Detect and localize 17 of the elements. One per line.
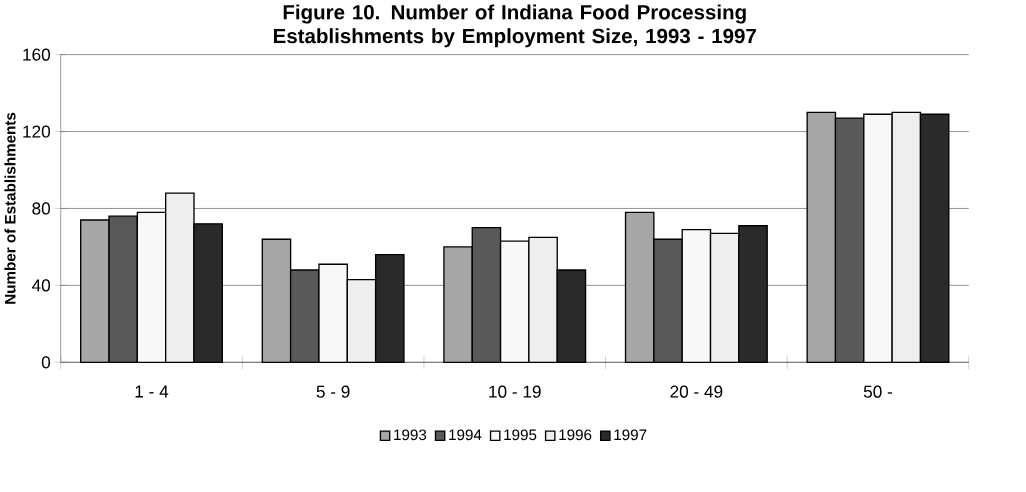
x-tick-label: 1 - 4 [135, 385, 169, 398]
legend-label: 1994 [449, 429, 482, 441]
x-tick-label: 10 - 19 [489, 385, 541, 398]
y-axis-title: Number of Establishments [4, 112, 16, 304]
legend-label: 1995 [504, 429, 537, 441]
x-tick-label: 5 - 9 [316, 385, 350, 398]
y-tick-label: 40 [31, 279, 51, 292]
legend-label: 1993 [394, 429, 427, 441]
y-tick-label: 160 [23, 48, 51, 61]
x-tick-label: 20 - 49 [670, 385, 723, 398]
y-tick-label: 80 [32, 202, 51, 215]
y-tick-label: 0 [41, 356, 51, 369]
legend-label: 1996 [559, 429, 592, 441]
chart-title: Figure 10. Number of Indiana Food Processing Establishments by Employment Size, 1993 - 1997 [273, 4, 756, 48]
y-tick-label: 120 [23, 125, 51, 138]
legend-label: 1997 [614, 429, 647, 441]
x-tick-label: 50 - [863, 385, 893, 398]
